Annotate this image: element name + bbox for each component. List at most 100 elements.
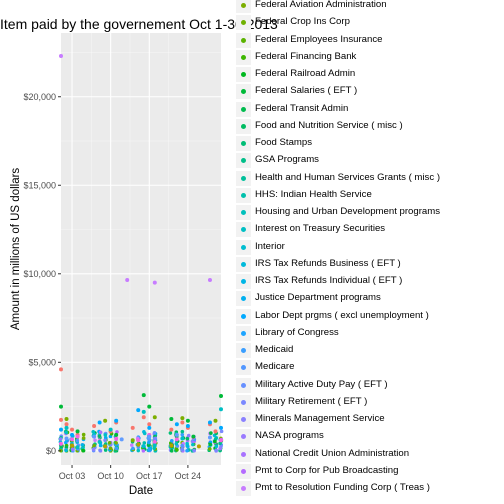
data-point [115, 430, 119, 434]
data-point [209, 431, 213, 435]
data-points [58, 54, 224, 453]
data-point [146, 440, 151, 445]
data-point [142, 430, 146, 434]
y-tick-label: $15,000 [23, 180, 56, 190]
data-point [185, 436, 190, 441]
legend-swatch [241, 382, 246, 388]
data-point [218, 446, 223, 451]
data-point [219, 425, 223, 430]
legend-swatch [241, 123, 246, 129]
data-point [168, 431, 173, 435]
legend-key [236, 118, 251, 134]
y-axis-label: Amount in millions of US dollars [10, 168, 22, 331]
legend-key [236, 256, 251, 272]
legend-label: Military Retirement ( EFT ) [255, 395, 368, 407]
legend-item: Federal Financing Bank [236, 49, 504, 67]
legend-key [236, 446, 251, 462]
data-point [141, 415, 146, 420]
legend-label: Pmt to Corp for Pub Broadcasting [255, 464, 399, 476]
data-point [64, 436, 69, 441]
data-point [180, 436, 185, 441]
legend-label: Labor Dept prgms ( excl unemployment ) [255, 309, 429, 321]
data-point [107, 440, 112, 445]
legend-label: Pmt to Resolution Funding Corp ( Treas ) [255, 482, 430, 493]
data-point [81, 432, 86, 437]
legend-label: Medicare [255, 361, 295, 373]
legend-label: HHS: Indian Health Service [255, 188, 372, 200]
data-point [103, 444, 108, 449]
data-point [207, 277, 212, 282]
data-point [207, 435, 212, 440]
data-point [98, 430, 103, 435]
data-point [219, 429, 224, 434]
legend-item: National Credit Union Administration [236, 446, 504, 464]
data-point [70, 432, 75, 437]
legend-label: IRS Tax Refunds Individual ( EFT ) [255, 275, 403, 286]
data-point [59, 444, 63, 449]
legend-label: Interest on Treasury Securities [255, 223, 386, 235]
data-point [136, 442, 141, 447]
legend-item: Minerals Management Service [236, 412, 504, 429]
legend-key [236, 308, 251, 324]
legend-item: Federal Crop Ins Corp [236, 15, 504, 32]
data-point [147, 404, 152, 409]
y-tick-label: $5,000 [28, 358, 56, 368]
plot-panel [61, 33, 221, 465]
legend-item: Pmt to Resolution Funding Corp ( Treas ) [236, 481, 504, 498]
legend-swatch [241, 348, 246, 353]
data-point [214, 444, 219, 449]
legend-key [236, 84, 251, 100]
data-point [114, 432, 119, 437]
legend-label: Federal Transit Admin [255, 102, 349, 114]
data-point [213, 429, 218, 434]
data-point [97, 439, 102, 444]
legend-swatch [241, 434, 246, 440]
data-point [141, 409, 146, 414]
data-point [152, 439, 157, 444]
legend-swatch [241, 417, 246, 422]
legend-key [236, 481, 251, 496]
data-point [75, 434, 80, 439]
data-point [64, 448, 68, 453]
legend-label: Food and Nutrition Service ( misc ) [255, 119, 403, 131]
legend-label: GSA Programs [255, 154, 319, 166]
legend-swatch [241, 261, 246, 267]
legend-key [236, 377, 251, 393]
legend-key [236, 222, 251, 238]
legend-item: Justice Department programs [236, 291, 504, 308]
legend-key [236, 67, 251, 82]
data-point [114, 418, 119, 423]
data-point [147, 422, 152, 427]
legend-key [236, 49, 251, 65]
legend-swatch [241, 192, 246, 198]
legend-key [236, 0, 251, 13]
data-point [207, 447, 212, 451]
legend-item: Medicare [236, 360, 504, 377]
data-point [91, 447, 96, 452]
data-point [136, 448, 141, 453]
legend-item: Federal Transit Admin [236, 101, 504, 119]
legend-key [236, 343, 251, 358]
legend-item: Military Retirement ( EFT ) [236, 394, 504, 412]
data-point [103, 448, 108, 452]
data-point [213, 439, 217, 444]
data-point [147, 448, 152, 452]
legend-label: Food Stamps [255, 137, 313, 148]
data-point [98, 448, 102, 453]
data-point [169, 439, 174, 443]
legend-item: GSA Programs [236, 153, 504, 170]
legend-key [236, 394, 251, 410]
data-point [219, 407, 223, 412]
legend-swatch [241, 106, 246, 112]
data-point [97, 420, 102, 425]
legend-item: Military Active Duty Pay ( EFT ) [236, 377, 504, 395]
data-point [64, 430, 69, 435]
data-point [98, 443, 103, 448]
data-point [70, 443, 75, 448]
legend-swatch [241, 330, 246, 336]
legend-swatch [241, 141, 246, 146]
data-point [136, 408, 141, 413]
data-point [97, 434, 102, 438]
legend-swatch [241, 210, 246, 215]
